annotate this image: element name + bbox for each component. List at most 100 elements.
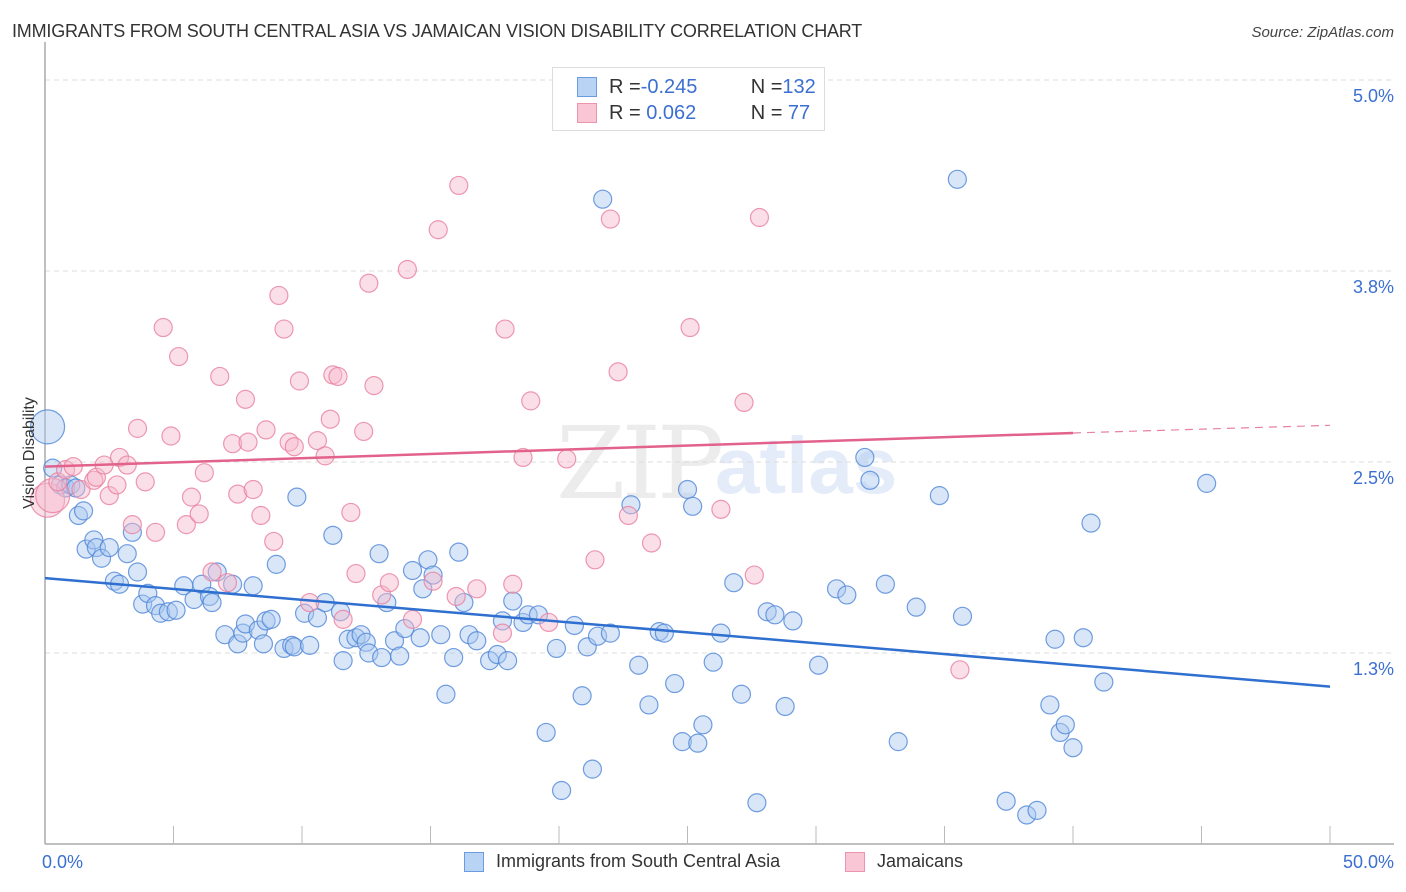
x-tick-label-max: 50.0% — [1342, 852, 1394, 872]
data-point-immigrants — [73, 501, 94, 521]
data-point-jamaicans — [274, 319, 294, 339]
data-point-jamaicans — [153, 317, 173, 338]
trend-line-jamaicans-extrapolated — [1072, 424, 1331, 434]
data-point-immigrants — [202, 592, 222, 613]
data-point-immigrants — [423, 565, 443, 585]
legend-label: Immigrants from South Central Asia — [496, 851, 781, 871]
data-point-immigrants — [413, 579, 433, 599]
data-point-immigrants — [372, 647, 392, 668]
data-point-immigrants — [1197, 473, 1217, 493]
data-point-jamaicans — [181, 487, 202, 507]
data-point-immigrants — [151, 603, 171, 623]
data-point-jamaicans — [48, 472, 68, 492]
data-point-immigrants — [122, 522, 142, 542]
data-point-jamaicans — [223, 434, 243, 454]
data-point-immigrants — [243, 576, 263, 596]
data-point-immigrants — [459, 625, 479, 645]
data-point-immigrants — [253, 634, 274, 654]
data-point-jamaicans — [503, 574, 523, 594]
legend-item-jamaicans[interactable]: Jamaicans — [845, 851, 963, 872]
data-point-immigrants — [29, 409, 66, 445]
data-point-immigrants — [487, 644, 507, 665]
r-label: R = — [609, 75, 641, 98]
data-point-jamaicans — [446, 586, 466, 607]
data-point-jamaicans — [711, 499, 731, 519]
data-point-immigrants — [996, 791, 1016, 811]
data-point-immigrants — [888, 732, 908, 752]
data-point-immigrants — [1040, 695, 1060, 715]
data-point-immigrants — [757, 602, 777, 622]
data-point-jamaicans — [372, 585, 392, 605]
data-point-immigrants — [266, 554, 286, 574]
data-point-immigrants — [127, 562, 148, 582]
data-point-immigrants — [300, 635, 320, 655]
data-point-immigrants — [952, 606, 973, 626]
data-point-immigrants — [261, 609, 281, 629]
data-point-immigrants — [654, 623, 674, 643]
data-point-immigrants — [875, 574, 895, 594]
data-point-jamaicans — [608, 362, 628, 382]
data-point-immigrants — [84, 530, 104, 550]
data-point-jamaicans — [176, 515, 196, 535]
stats-legend: R = -0.245 N = 132 R = 0.062 N = 77 — [552, 67, 825, 131]
legend-item-immigrants[interactable]: Immigrants from South Central Asia — [464, 851, 780, 872]
data-point-immigrants — [307, 608, 328, 628]
data-point-immigrants — [582, 759, 603, 779]
y-tick-label: 5.0% — [1352, 86, 1394, 106]
data-point-immigrants — [467, 631, 487, 651]
chart-title: IMMIGRANTS FROM SOUTH CENTRAL ASIA VS JA… — [12, 21, 863, 41]
data-point-jamaicans — [397, 259, 417, 280]
data-point-jamaicans — [950, 660, 970, 680]
data-point-immigrants — [860, 470, 880, 490]
data-point-immigrants — [906, 597, 926, 617]
data-point-jamaicans — [328, 366, 348, 387]
data-point-jamaicans — [364, 376, 384, 396]
data-point-immigrants — [431, 625, 451, 645]
legend-swatch-blue — [464, 851, 484, 872]
data-point-jamaicans — [194, 463, 214, 483]
data-point-jamaicans — [557, 449, 577, 469]
gridlines — [45, 79, 1392, 654]
data-point-immigrants — [677, 479, 698, 500]
data-point-jamaicans — [749, 207, 770, 228]
data-point-jamaicans — [513, 447, 533, 468]
data-point-immigrants — [1081, 513, 1101, 533]
data-point-jamaicans — [423, 571, 443, 591]
data-point-immigrants — [228, 634, 248, 654]
data-point-immigrants — [117, 544, 137, 564]
y-tick-label: 1.3% — [1352, 659, 1394, 679]
data-point-immigrants — [323, 525, 343, 545]
data-point-jamaicans — [641, 533, 662, 553]
data-point-immigrants — [454, 592, 474, 613]
r-value: 0.062 — [640, 101, 697, 124]
data-point-immigrants — [418, 550, 438, 570]
data-point-immigrants — [1027, 800, 1047, 820]
r-value: -0.245 — [640, 75, 698, 98]
data-point-jamaicans — [127, 418, 148, 438]
source-label: Source: ZipAtlas.com — [1251, 24, 1394, 41]
data-point-immigrants — [693, 715, 713, 735]
data-point-jamaicans — [600, 209, 621, 229]
trend-lines — [44, 424, 1331, 688]
data-point-immigrants — [192, 574, 212, 594]
data-point-jamaicans — [341, 502, 361, 523]
data-point-jamaicans — [161, 426, 181, 446]
data-point-jamaicans — [495, 319, 515, 339]
data-point-immigrants — [294, 603, 315, 623]
r-label: R = — [609, 101, 641, 124]
data-point-immigrants — [724, 573, 744, 593]
n-label: N = — [750, 101, 783, 124]
data-point-immigrants — [711, 623, 731, 643]
data-point-immigrants — [333, 651, 353, 671]
data-point-immigrants — [536, 722, 556, 743]
data-point-immigrants — [703, 652, 723, 672]
data-point-immigrants — [1017, 805, 1037, 825]
data-point-jamaicans — [235, 389, 256, 409]
data-point-immigrants — [1063, 738, 1083, 758]
data-point-jamaicans — [145, 522, 166, 542]
data-point-jamaicans — [618, 505, 638, 526]
y-tick-label: 2.5% — [1352, 468, 1394, 488]
data-point-immigrants — [390, 646, 410, 666]
data-point-jamaicans — [228, 484, 248, 504]
